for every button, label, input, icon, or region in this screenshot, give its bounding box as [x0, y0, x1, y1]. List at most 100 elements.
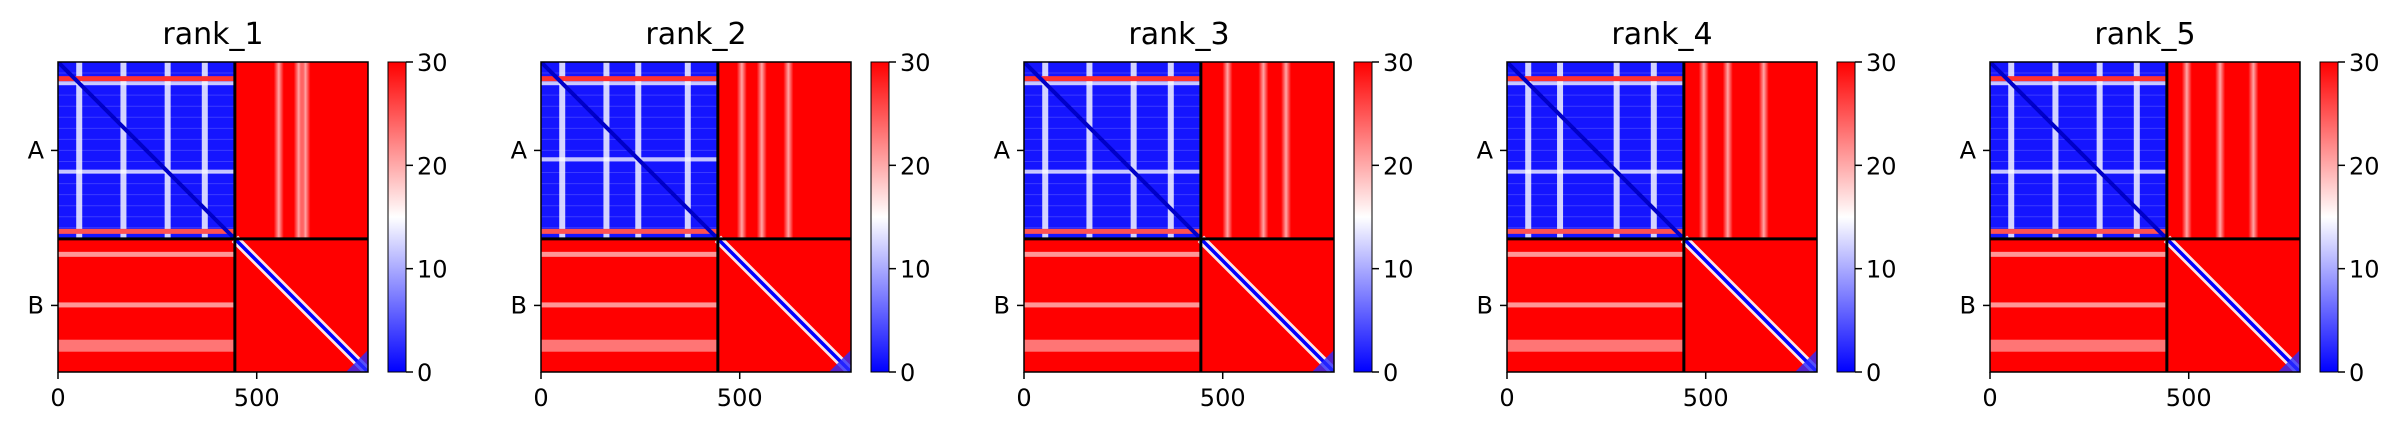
chain-a-band [2133, 62, 2140, 239]
chain-a-band [1167, 62, 1174, 239]
chain-a-band [58, 81, 235, 86]
panel-title: rank_3 [1128, 17, 1229, 52]
cross-chain-band [2248, 62, 2259, 239]
chain-a-band [76, 62, 83, 239]
cross-chain-band [273, 62, 284, 239]
cross-chain-row [1990, 302, 2167, 308]
colorbar-tick-label: 0 [900, 359, 915, 387]
heatmap [1990, 62, 2300, 372]
chain-a-band [1086, 62, 1093, 239]
chain-label: B [994, 291, 1010, 319]
chain-label: A [1960, 136, 1977, 164]
colorbar-tick-label: 20 [2349, 152, 2380, 180]
chain-a-diagonal [1024, 62, 1203, 241]
colorbar-tick-label: 10 [2349, 256, 2380, 284]
cross-chain-row [1507, 339, 1684, 352]
chain-a-band [1024, 81, 1201, 86]
heatmap [1024, 62, 1334, 372]
chain-a-band [2008, 62, 2015, 239]
chain-a-band [201, 62, 208, 239]
chain-label: A [28, 136, 45, 164]
chain-a-band [541, 157, 718, 162]
colorbar-tick-label: 0 [1866, 359, 1881, 387]
chain-a-band [2096, 62, 2103, 239]
colorbar: 0 10 20 30 [387, 49, 448, 387]
chain-a-band [559, 62, 566, 239]
x-tick-label: 500 [234, 384, 280, 412]
cross-chain-band [2215, 62, 2226, 239]
cross-chain-band [1698, 62, 1709, 239]
cross-chain-row [1990, 251, 2167, 257]
cross-chain-row [58, 302, 235, 308]
panel-rank_4: rank_4 A B 0 500 0 10 20 30 [1477, 17, 1897, 412]
colorbar-tick-label: 20 [900, 152, 931, 180]
cross-chain-band [2181, 62, 2192, 239]
panel-rank_2: rank_2 A B 0 500 0 10 20 30 [511, 17, 931, 412]
panel-title: rank_1 [162, 17, 263, 52]
colorbar-gradient [387, 61, 407, 373]
x-tick-label: 0 [1982, 384, 1997, 412]
chain-a-band [1650, 62, 1657, 239]
panel-title: rank_5 [2094, 17, 2195, 52]
chain-a-band [541, 81, 718, 86]
chain-a-band [684, 62, 691, 239]
colorbar-gradient [1836, 61, 1856, 373]
chain-b-diagonal [1682, 237, 1817, 372]
chain-a-band [2052, 62, 2059, 239]
cross-chain-band [736, 62, 747, 239]
chain-a-band [1990, 81, 2167, 86]
chain-a-diagonal [58, 62, 237, 241]
cross-chain-row [58, 339, 235, 352]
chain-a-band [164, 62, 171, 239]
chain-a-band [1525, 62, 1532, 239]
heatmap [58, 62, 368, 372]
chain-label: A [511, 136, 528, 164]
cross-chain-band [300, 62, 311, 239]
colorbar: 0 10 20 30 [870, 49, 931, 387]
chain-a-band [635, 62, 642, 239]
colorbar-tick-label: 20 [1866, 152, 1897, 180]
cross-chain-row [1507, 302, 1684, 308]
chain-a-band [603, 62, 610, 239]
x-tick-label: 0 [1016, 384, 1031, 412]
panel-title: rank_2 [645, 17, 746, 52]
colorbar-tick-label: 30 [1866, 49, 1897, 77]
cross-chain-band [1722, 62, 1733, 239]
x-tick-label: 0 [1499, 384, 1514, 412]
cross-chain-band [1222, 62, 1233, 239]
colorbar-tick-label: 10 [417, 256, 448, 284]
cross-chain-row [58, 251, 235, 257]
colorbar-tick-label: 30 [2349, 49, 2380, 77]
colorbar: 0 10 20 30 [2319, 49, 2380, 387]
axes-frame [1989, 61, 2301, 373]
chain-a-band [1990, 169, 2167, 174]
chain-a-diagonal [1990, 62, 2169, 241]
chain-b-diagonal [716, 237, 851, 372]
cross-chain-band [756, 62, 767, 239]
heatmap [541, 62, 851, 372]
cross-chain-band [1258, 62, 1269, 239]
colorbar-tick-label: 30 [1383, 49, 1414, 77]
cross-chain-band [1758, 62, 1769, 239]
chain-a-band [1557, 62, 1564, 239]
panel-rank_1: rank_1 A B 0 500 0 10 20 30 [28, 17, 448, 412]
chain-label: B [1477, 291, 1493, 319]
x-tick-label: 0 [533, 384, 548, 412]
chain-label: B [511, 291, 527, 319]
colorbar: 0 10 20 30 [1836, 49, 1897, 387]
cross-chain-row [1507, 251, 1684, 257]
colorbar-tick-label: 20 [1383, 152, 1414, 180]
cross-chain-band [1281, 62, 1292, 239]
panel-title: rank_4 [1611, 17, 1712, 52]
colorbar-tick-label: 0 [2349, 359, 2364, 387]
colorbar-tick-label: 10 [1383, 256, 1414, 284]
x-tick-label: 0 [50, 384, 65, 412]
cross-chain-row [541, 302, 718, 308]
chain-a-band [1507, 81, 1684, 86]
chain-a-band [1130, 62, 1137, 239]
colorbar: 0 10 20 30 [1353, 49, 1414, 387]
cross-chain-row [1990, 339, 2167, 352]
colorbar-tick-label: 30 [417, 49, 448, 77]
colorbar-gradient [870, 61, 890, 373]
